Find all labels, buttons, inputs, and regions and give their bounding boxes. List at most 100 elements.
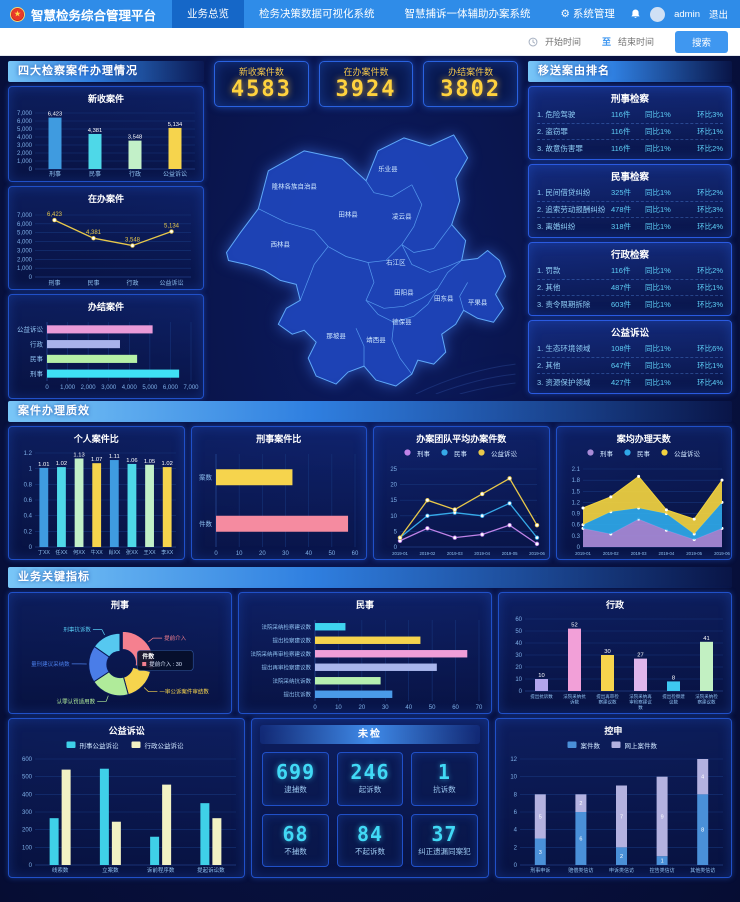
panel-xinshou: 新收案件 0 1,000 2,000 3,000 4,000 5,000 6,000 7,00… <box>8 86 204 182</box>
svg-text:提出抗诉数: 提出抗诉数 <box>283 691 311 699</box>
right-column: 移送案由排名 刑事检察 1. 危险驾驶 116件 同比1% 环比3% 2. 盗窃罪 116件… <box>528 61 732 394</box>
rank-row[interactable]: 1. 危险驾驶 116件 同比1% 环比3% <box>537 107 723 123</box>
chart-anjun-tianshu[interactable]: 刑事 民事 公益诉讼 0 0.3 0.6 0.9 1.2 1.5 1.8 2.1 2019-01 201… <box>557 446 732 559</box>
svg-text:1,000: 1,000 <box>17 159 33 165</box>
svg-text:3: 3 <box>538 850 541 856</box>
svg-text:4,000: 4,000 <box>17 240 33 246</box>
chart-geren-anjianbi[interactable]: 0 0.2 0.4 0.6 0.8 1 1.2 1.01 丁XX 1.02 任XX 1.13 何XX 1.… <box>9 446 184 559</box>
svg-text:1.11: 1.11 <box>109 454 120 460</box>
weijian-stat-value: 68 <box>282 821 309 846</box>
map-label-西林县[interactable]: 西林县 <box>271 240 291 249</box>
rank-yoy: 同比1% <box>645 266 671 276</box>
chart-gongyi-susong[interactable]: 刑事公益诉讼 行政公益诉讼 0 100 200 300 400 500 600 线索数 立案数 诉前程… <box>9 738 244 877</box>
map-label-德保县[interactable]: 德保县 <box>392 317 412 326</box>
rank-row[interactable]: 3. 责令限期拆除 603件 同比1% 环比3% <box>537 295 723 312</box>
rank-count: 487件 <box>611 283 632 292</box>
rank-name: 2. 其他 <box>537 283 561 292</box>
rank-yoy: 同比1% <box>645 127 671 136</box>
rank-name: 2. 其他 <box>537 361 561 370</box>
chart-tuandui-banan[interactable]: 刑事 民事 公益诉讼 0 5 10 15 20 25 2019-01 2019-02 2019-03 2… <box>374 446 549 559</box>
start-time-input[interactable] <box>544 36 595 47</box>
panel-minshi: 民事 0 10 20 30 40 50 60 70 法院采纳检察建议数 提出检察建议数 法院采纳再审… <box>238 592 492 714</box>
map-label-靖西县[interactable]: 靖西县 <box>366 335 386 344</box>
rank-row[interactable]: 1. 民间借贷纠纷 325件 同比1% 环比2% <box>537 185 723 201</box>
svg-text:2019-03: 2019-03 <box>630 551 646 556</box>
nav-item[interactable]: 检务决策数据可视化系统 <box>259 8 375 20</box>
nav-item[interactable]: 业务总览 <box>172 0 245 28</box>
panel-gongyi: 公益诉讼 刑事公益诉讼 行政公益诉讼 0 100 200 300 400 500 600 线索数 立… <box>8 718 246 878</box>
rank-row[interactable]: 3. 故意伤害罪 116件 同比1% 环比2% <box>537 139 723 156</box>
map-label-乐业县[interactable]: 乐业县 <box>378 164 398 173</box>
map-label-平果县[interactable]: 平果县 <box>468 298 488 306</box>
svg-text:41: 41 <box>703 636 709 642</box>
rank-row[interactable]: 1. 生态环境领域 108件 同比1% 环比6% <box>537 341 723 357</box>
svg-text:控告类信访: 控告类信访 <box>649 867 674 874</box>
svg-text:2019-03: 2019-03 <box>447 551 463 556</box>
rank-row[interactable]: 2. 其他 487件 同比1% 环比1% <box>537 278 723 296</box>
map-label-那坡县[interactable]: 那坡县 <box>326 331 346 340</box>
chart-xingshi-donut[interactable]: 提前介入 一审公诉案件审结数 认罪认罚适用数 量刑建议采纳数 刑事抗诉数 件数 提前介入 :… <box>9 612 231 713</box>
rank-row[interactable]: 2. 追索劳动报酬纠纷 478件 同比1% 环比3% <box>537 200 723 218</box>
chart-title: 刑事 <box>110 600 129 610</box>
nav-item[interactable]: 智慧捕诉一体辅助办案系统 <box>404 8 531 20</box>
svg-text:2,000: 2,000 <box>17 257 33 263</box>
logout-link[interactable]: 退出 <box>708 10 728 21</box>
rank-yoy: 同比1% <box>645 188 671 198</box>
nav-item[interactable]: ⚙ 系统管理 <box>560 8 615 20</box>
rank-row[interactable]: 3. 资源保护领域 427件 同比1% 环比4% <box>537 373 723 390</box>
svg-text:30: 30 <box>382 705 389 711</box>
chart-banjie-anjian[interactable]: 0 1,000 2,000 3,000 4,000 5,000 6,000 7,000 公益诉讼… <box>9 314 203 398</box>
map-label-凌云县[interactable]: 凌云县 <box>392 212 412 221</box>
chart-title: 新收案件 <box>87 94 124 104</box>
svg-text:法院采纳检察建议数: 法院采纳检察建议数 <box>695 693 718 706</box>
rank-row[interactable]: 3. 离婚纠纷 318件 同比1% 环比4% <box>537 217 723 234</box>
avatar[interactable] <box>650 6 666 22</box>
chart-zaiban-anjian[interactable]: 0 1,000 2,000 3,000 4,000 5,000 6,000 7,000 刑事 民事… <box>9 206 203 289</box>
bell-icon[interactable] <box>630 8 641 20</box>
rank-row[interactable]: 2. 其他 647件 同比1% 环比1% <box>537 356 723 374</box>
svg-text:提出再审检察建议数: 提出再审检察建议数 <box>596 693 619 706</box>
rank-yoy: 同比1% <box>645 299 671 309</box>
rank-count: 647件 <box>611 361 632 370</box>
chart-xingzheng-bars[interactable]: 0 10 20 30 40 50 60 10 提出抗诉数 52 法院采纳抗诉数 30 提出再审检察建议数… <box>499 612 731 713</box>
svg-text:0: 0 <box>394 545 398 551</box>
svg-text:线索数: 线索数 <box>52 866 69 874</box>
svg-text:0: 0 <box>29 167 33 173</box>
username[interactable]: admin <box>674 8 700 20</box>
chart-xinshou-anjian[interactable]: 0 1,000 2,000 3,000 4,000 5,000 6,000 7,000 6,42… <box>9 106 203 181</box>
weijian-stat-card: 37 纠正遗漏同案犯 <box>411 813 478 867</box>
svg-text:6,000: 6,000 <box>17 222 33 228</box>
weijian-grid: 699 逮捕数 246 起诉数 1 抗诉数 68 不捕数 84 不起诉数 37 纠正遗漏同案犯 <box>252 744 487 877</box>
svg-text:法院采纳检察建议数: 法院采纳检察建议数 <box>261 623 311 631</box>
svg-text:2019-04: 2019-04 <box>474 551 490 556</box>
stat-value: 3802 <box>440 77 502 102</box>
chart-kongshen-stacked[interactable]: 案件数 网上案件数 0 2 4 6 8 10 12 刑事申诉 赔偿类信访 申诉类信访 控告类信访 其他类信… <box>496 738 731 877</box>
panel-zaiban: 在办案件 0 1,000 2,000 3,000 4,000 5,000 6,000 7,00… <box>8 186 204 290</box>
panel-xsabi: 刑事案件比 0 10 20 30 40 50 60 案数 件数 <box>190 426 367 560</box>
end-time-input[interactable] <box>617 36 668 47</box>
region-map[interactable]: 隆林各族自治县 乐业县田林县 凌云县西林县右江区田阳县田东县平果县德保县那坡县 靖西县 <box>210 113 522 395</box>
rank-row[interactable]: 2. 盗窃罪 116件 同比1% 环比1% <box>537 122 723 140</box>
svg-text:3,000: 3,000 <box>101 385 117 391</box>
svg-text:5,000: 5,000 <box>17 231 33 237</box>
map-label-右江区[interactable]: 右江区 <box>386 257 406 266</box>
search-button[interactable]: 搜索 <box>674 30 728 53</box>
map-label-田东县[interactable]: 田东县 <box>434 293 454 302</box>
svg-text:2019-05: 2019-05 <box>502 551 518 556</box>
svg-text:12: 12 <box>510 757 517 763</box>
map-label-隆林各族自治县[interactable]: 隆林各族自治县 <box>272 182 318 191</box>
svg-text:刑事: 刑事 <box>48 279 60 287</box>
svg-text:60: 60 <box>452 705 459 711</box>
map-label-田林县[interactable]: 田林县 <box>338 210 358 219</box>
rank-row[interactable]: 1. 罚款 116件 同比1% 环比2% <box>537 263 723 279</box>
svg-text:52: 52 <box>571 623 577 629</box>
center-column: 新收案件数 4583 在办案件数 3924 办结案件数 3802 <box>210 61 522 395</box>
svg-text:申诉类信访: 申诉类信访 <box>609 867 634 874</box>
chart-minshi-bars[interactable]: 0 10 20 30 40 50 60 70 法院采纳检察建议数 提出检察建议数 法院采纳再审检察建… <box>239 612 491 713</box>
chart-xingshi-anjianbi[interactable]: 0 10 20 30 40 50 60 案数 件数 <box>192 446 367 559</box>
svg-text:0.8: 0.8 <box>24 482 33 488</box>
stat-value: 4583 <box>230 77 292 102</box>
map-label-田阳县[interactable]: 田阳县 <box>394 287 414 296</box>
weijian-stat-value: 699 <box>275 760 316 785</box>
